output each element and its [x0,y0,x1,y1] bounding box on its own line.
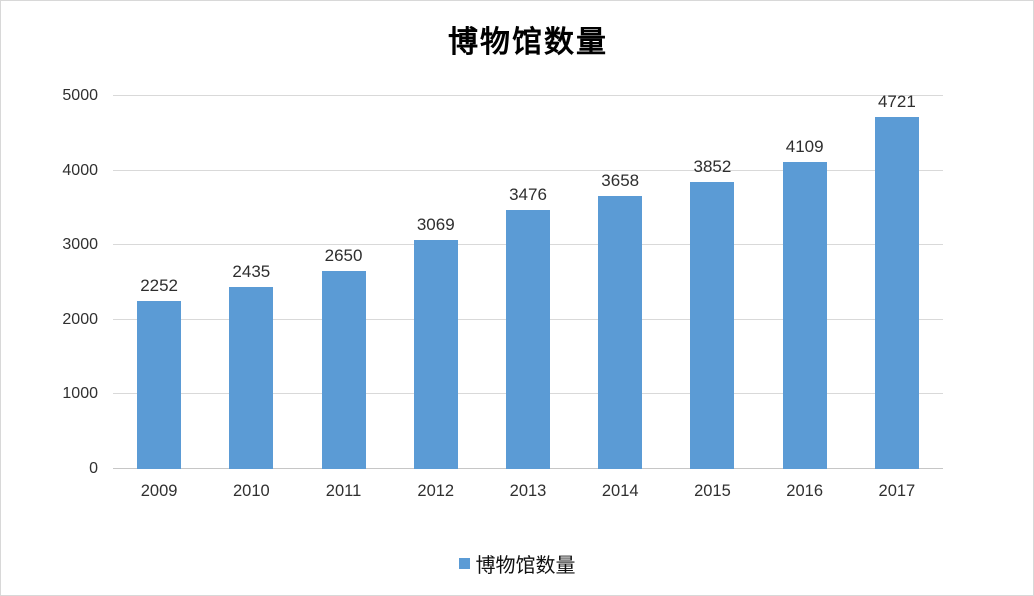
x-axis-tick-label: 2014 [601,482,639,500]
bar-2013 [506,209,550,469]
bar-value-label: 3476 [509,184,547,204]
y-axis-tick-label: 2000 [62,310,98,328]
y-axis-tick-label: 0 [89,460,98,477]
bar-2012 [413,240,458,469]
gridline [113,169,943,171]
bar-value-label: 4109 [785,137,824,157]
legend-series-label: 博物馆数量 [475,553,576,577]
plot-area: 0 1000 2000 3000 4000 5000 2252 2009 2435 2010 265… [62,88,943,499]
x-axis-tick-label: 2015 [694,482,731,500]
y-axis-tick-label: 4000 [62,161,98,179]
bar-value-label: 2650 [324,246,363,266]
x-axis-tick-label: 2013 [509,482,547,500]
y-axis-tick-label: 5000 [62,87,98,104]
legend-series-marker-icon [458,558,470,569]
y-axis-tick-label: 1000 [62,385,98,403]
x-axis-tick-label: 2016 [786,482,824,500]
bar-value-label: 4721 [877,91,916,111]
bar-value-label: 2252 [140,276,179,296]
y-axis-tick-label: 3000 [62,236,98,254]
x-axis-tick-label: 2010 [232,482,270,500]
x-axis-tick-label: 2009 [140,482,178,500]
bar-2009 [137,301,182,469]
bar-2014 [598,196,643,469]
bar-value-label: 3852 [693,156,732,176]
bar-value-label: 2435 [232,262,271,282]
bar-2016 [782,162,827,469]
x-axis-tick-label: 2011 [325,482,362,500]
bar-value-label: 3069 [416,215,455,235]
legend: 博物馆数量 [1,549,1033,578]
chart-title: 博物馆数量 [448,25,608,60]
bar-2015 [690,181,735,469]
bar-2011 [321,271,366,469]
bar-2017 [874,116,919,469]
x-axis-tick-label: 2012 [417,482,455,500]
bar-2010 [229,287,274,469]
gridline [113,95,943,96]
x-axis-tick-label: 2017 [878,482,916,500]
bar-value-label: 3658 [601,171,640,191]
